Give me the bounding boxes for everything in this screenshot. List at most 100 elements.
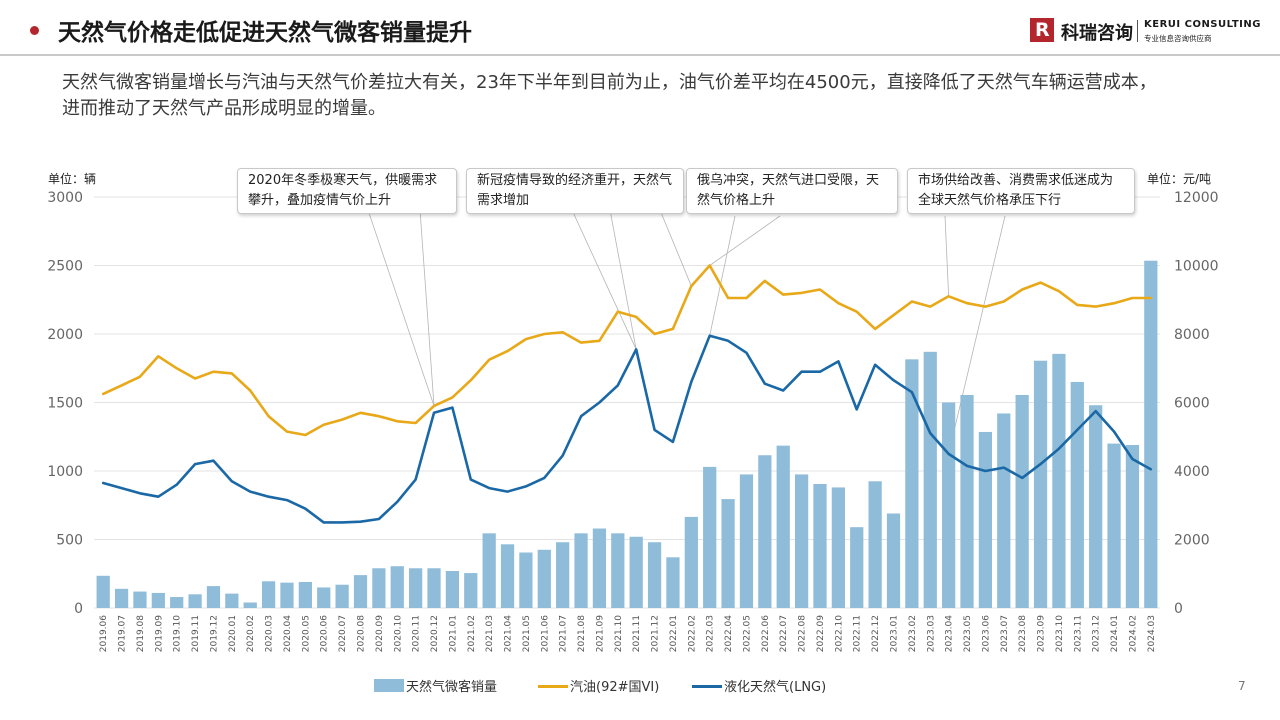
- sales-bar: [261, 581, 276, 608]
- x-tick-label: 2019.09: [154, 615, 164, 652]
- sales-bar: [1125, 444, 1140, 608]
- x-tick-label: 2019.11: [191, 615, 201, 652]
- sales-bar: [372, 568, 386, 608]
- x-tick-label: 2022.09: [816, 615, 826, 652]
- x-tick-label: 2023.10: [1055, 615, 1065, 652]
- sales-bar: [1052, 353, 1066, 608]
- right-tick-label: 10000: [1174, 259, 1219, 275]
- x-tick-label: 2023.06: [981, 615, 991, 652]
- logo-mark-icon: R: [1030, 18, 1054, 42]
- x-tick-label: 2021.09: [595, 615, 605, 652]
- x-tick-label: 2022.04: [724, 615, 734, 652]
- gasoline-line: [101, 264, 1153, 437]
- sales-bar: [390, 566, 404, 608]
- x-tick-label: 2020.07: [338, 615, 348, 652]
- sales-bar: [280, 582, 294, 608]
- sales-bar: [409, 568, 423, 608]
- x-tick-label: 2021.04: [504, 615, 514, 652]
- x-tick-label: 2022.03: [706, 615, 716, 652]
- sales-bar: [170, 597, 184, 608]
- sales-bar: [188, 594, 202, 608]
- legend-label-lng: 液化天然气(LNG): [724, 680, 827, 695]
- x-tick-label: 2020.03: [265, 615, 275, 652]
- annotation-leader: [419, 209, 435, 406]
- left-tick-label: 2000: [47, 327, 83, 343]
- x-tick-label: 2020.04: [283, 615, 293, 652]
- x-tick-label: 2021.01: [448, 615, 458, 652]
- sales-bar: [133, 591, 147, 608]
- x-tick-label: 2022.02: [687, 615, 697, 652]
- annotation-supply-improve: 市场供给改善、消费需求低迷成为全球天然气价格承压下行: [907, 168, 1135, 214]
- x-tick-label: 2021.08: [577, 615, 587, 652]
- page-number: 7: [1238, 679, 1246, 693]
- page-title: 天然气价格走低促进天然气微客销量提升: [58, 20, 472, 46]
- sales-bar: [151, 592, 165, 608]
- x-tick-label: 2022.06: [761, 615, 771, 652]
- x-tick-label: 2020.06: [320, 615, 330, 652]
- x-tick-label: 2019.06: [99, 615, 109, 652]
- sales-bar: [703, 466, 717, 608]
- sales-bar: [519, 552, 533, 608]
- x-tick-label: 2023.08: [1018, 615, 1028, 652]
- sales-bar: [758, 455, 772, 608]
- sales-bar: [868, 481, 882, 608]
- right-tick-label: 4000: [1174, 464, 1210, 480]
- x-tick-label: 2023.11: [1073, 615, 1083, 652]
- x-tick-label: 2022.01: [669, 615, 679, 652]
- sales-bar: [886, 513, 901, 608]
- x-tick-label: 2022.05: [742, 615, 752, 652]
- annotation-leader: [609, 209, 637, 350]
- sales-bar: [427, 568, 441, 608]
- sales-bar: [942, 402, 956, 608]
- sales-bar: [813, 484, 827, 608]
- x-tick-label: 2022.10: [834, 615, 844, 652]
- right-axis-unit: 单位：元/吨: [1147, 172, 1212, 186]
- annotation-leader: [948, 215, 1006, 454]
- sales-bar: [1033, 360, 1048, 608]
- x-tick-label: 2020.01: [228, 615, 238, 652]
- legend-swatch-lng: [692, 685, 722, 688]
- annotation-leader: [659, 209, 692, 287]
- sales-bar: [905, 359, 919, 608]
- header: 天然气价格走低促进天然气微客销量提升 R 科瑞咨询 KERUI CONSULTI…: [0, 0, 1280, 60]
- logo-tagline: 专业信息咨询供应商: [1144, 34, 1212, 43]
- x-tick-label: 2023.12: [1092, 615, 1102, 652]
- sales-bar: [537, 549, 551, 608]
- x-tick-label: 2021.07: [559, 615, 569, 652]
- x-tick-label: 2019.07: [118, 615, 128, 652]
- sales-bar: [850, 527, 864, 608]
- logo-divider: [1137, 20, 1138, 42]
- x-tick-label: 2023.01: [890, 615, 900, 652]
- left-tick-label: 1500: [47, 396, 83, 412]
- right-tick-label: 0: [1174, 601, 1183, 617]
- x-tick-label: 2023.09: [1037, 615, 1047, 652]
- sales-bar: [611, 533, 625, 608]
- left-axis-unit: 单位：辆: [48, 172, 97, 186]
- x-tick-label: 2023.02: [908, 615, 918, 652]
- left-tick-label: 2500: [47, 259, 83, 275]
- sales-bar: [739, 474, 754, 608]
- x-tick-label: 2024.02: [1128, 615, 1138, 652]
- right-tick-label: 12000: [1174, 190, 1219, 206]
- sales-bar: [298, 581, 312, 608]
- legend-swatch-gasoline: [538, 685, 568, 688]
- left-tick-label: 1000: [47, 464, 83, 480]
- x-tick-label: 2020.09: [375, 615, 385, 652]
- sales-bar: [225, 593, 239, 608]
- sales-bar: [666, 557, 680, 608]
- x-tick-label: 2024.01: [1110, 615, 1120, 652]
- x-tick-label: 2019.12: [209, 615, 219, 652]
- annotation-russia-ukraine: 俄乌冲突，天然气进口受限，天然气价格上升: [686, 168, 898, 214]
- sales-bar: [592, 528, 607, 608]
- x-tick-label: 2022.11: [853, 615, 863, 652]
- x-tick-label: 2021.10: [614, 615, 624, 652]
- x-tick-label: 2020.05: [301, 615, 311, 652]
- sales-bar: [556, 542, 570, 608]
- annotation-leader: [944, 215, 950, 297]
- annotation-leader: [709, 215, 736, 336]
- sales-bar: [629, 536, 643, 608]
- sales-bar: [574, 533, 588, 608]
- x-tick-label: 2021.02: [467, 615, 477, 652]
- right-tick-label: 2000: [1174, 533, 1210, 549]
- x-tick-label: 2021.12: [651, 615, 661, 652]
